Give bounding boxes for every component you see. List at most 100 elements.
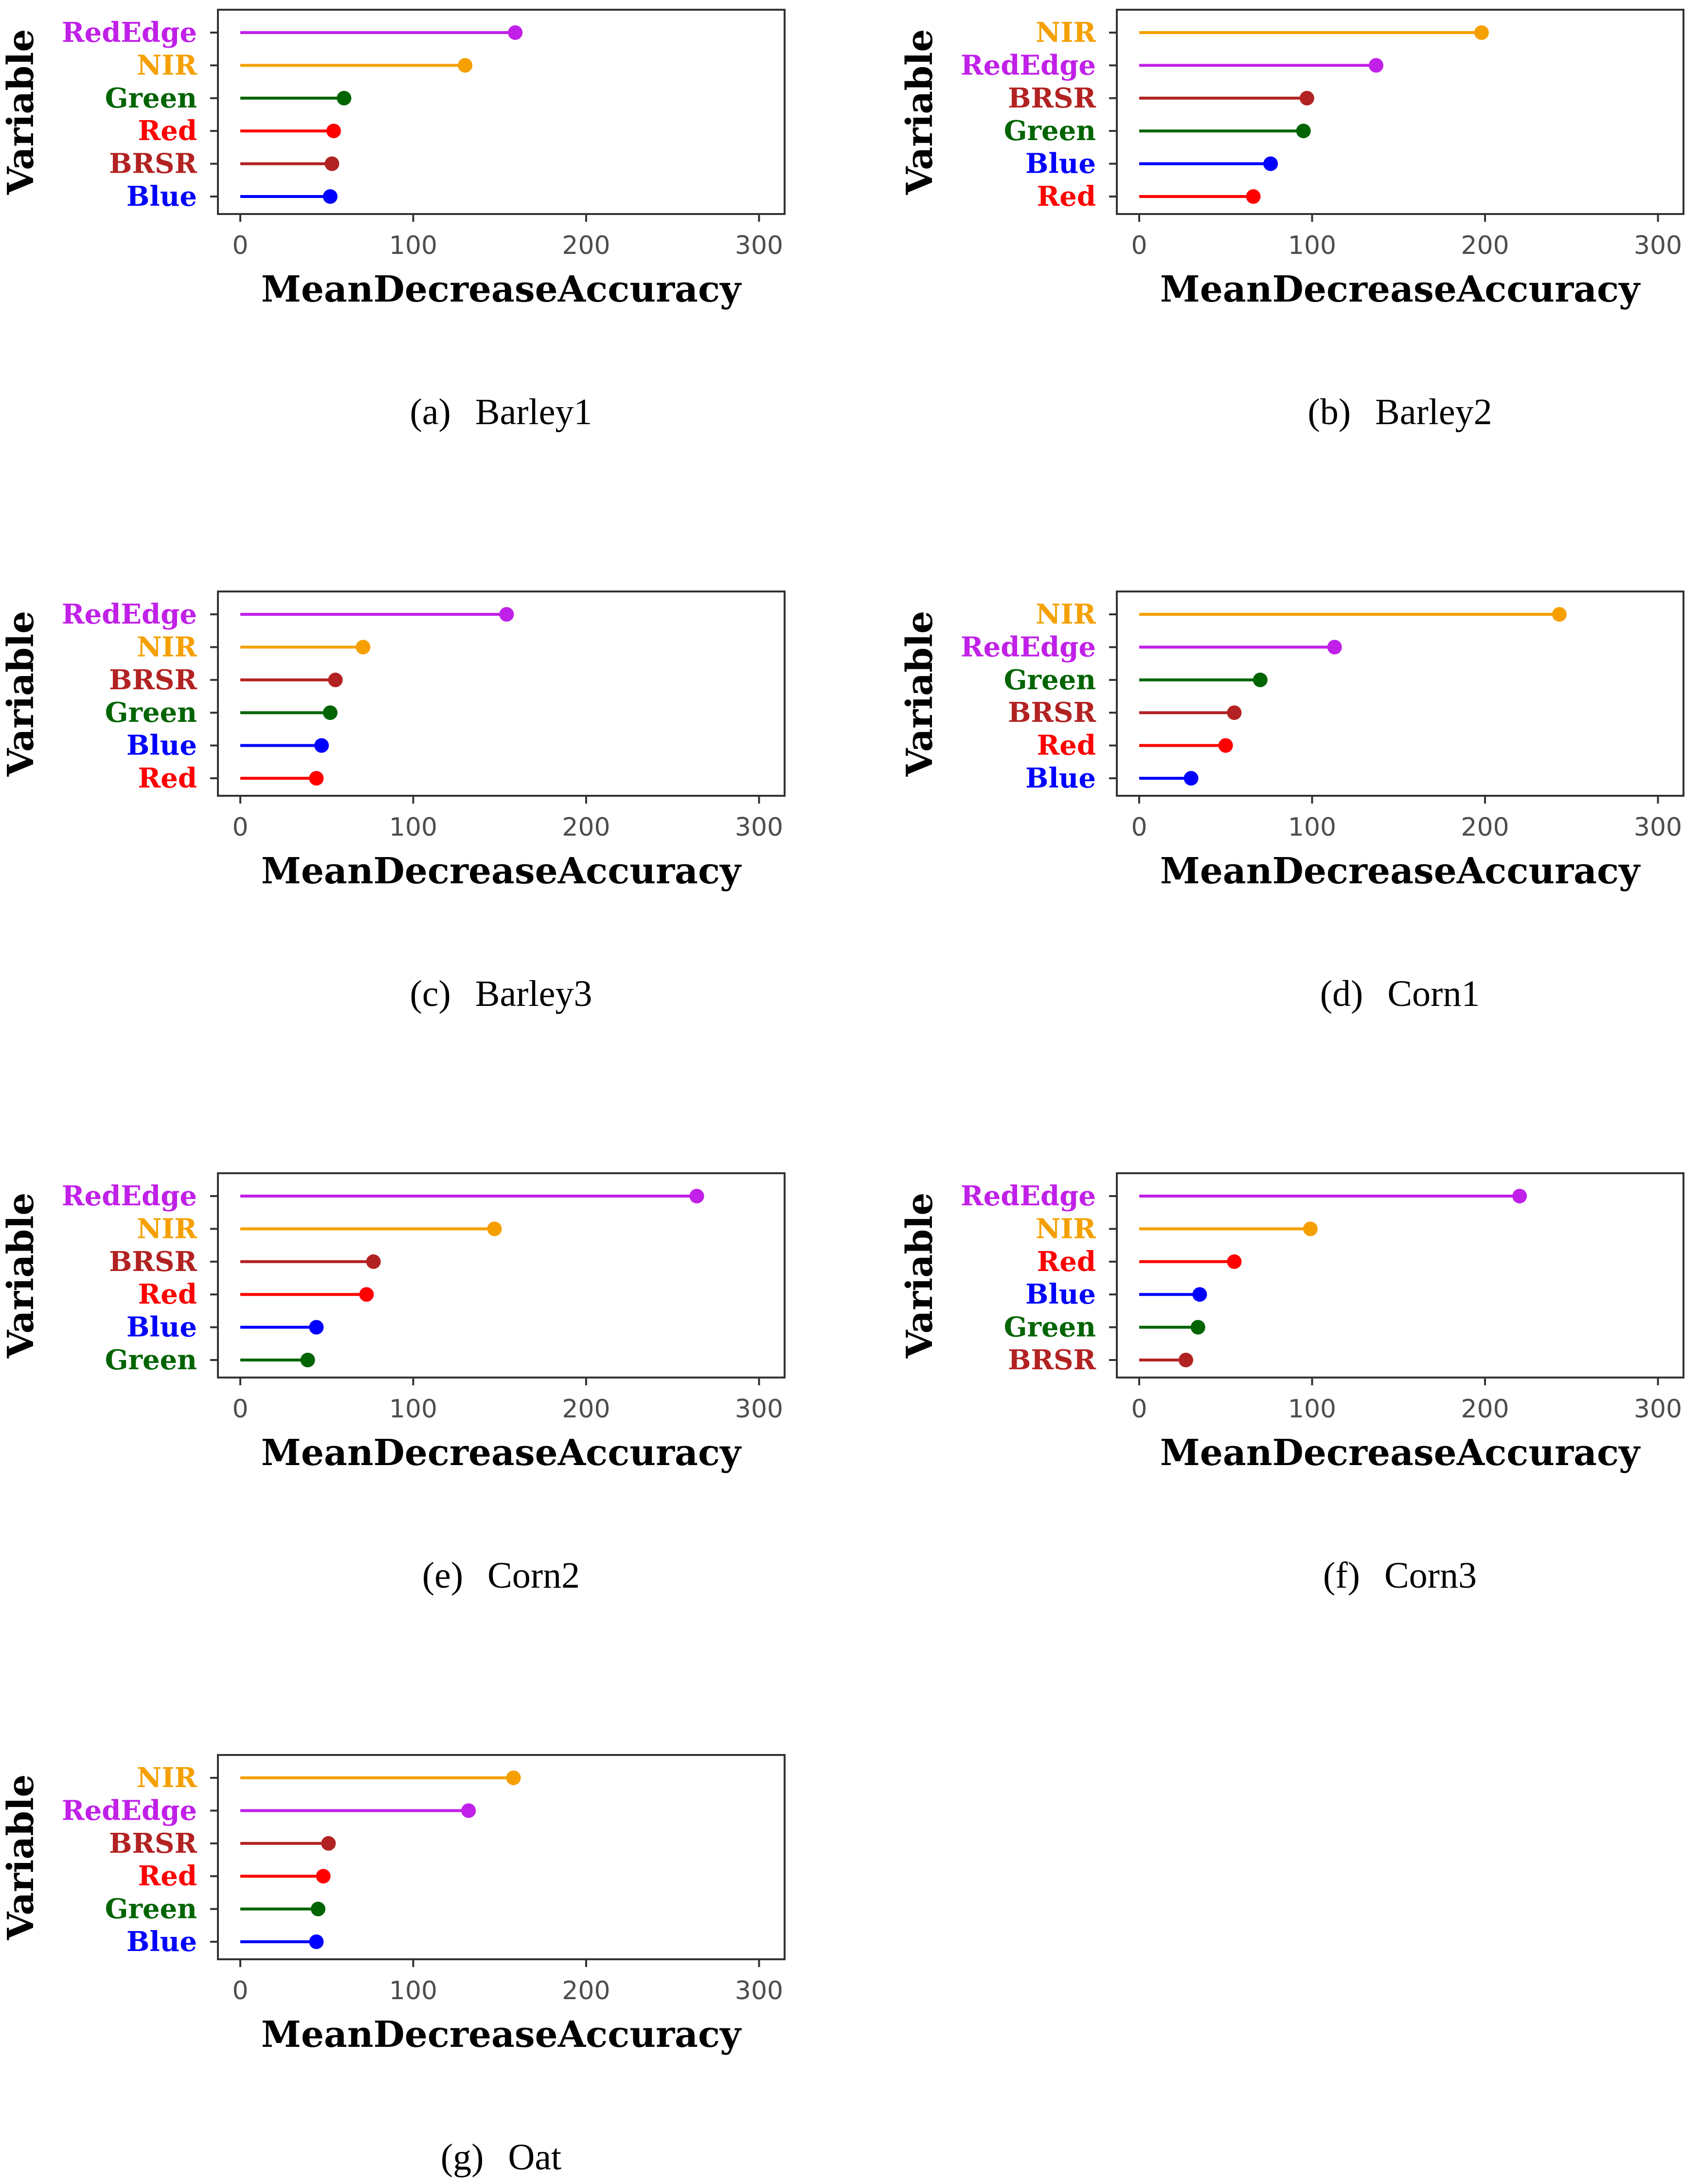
variable-label-red: Red (1037, 1246, 1096, 1278)
x-tick-label: 0 (232, 231, 248, 260)
x-tick-label: 100 (1288, 231, 1336, 260)
lollipop-dot-nir (458, 58, 473, 73)
x-tick-label: 100 (389, 231, 437, 260)
y-axis-title: Variable (899, 1193, 941, 1359)
lollipop-dot-red (326, 124, 341, 139)
x-tick-label: 300 (1634, 1395, 1682, 1424)
x-tick-label: 300 (735, 813, 783, 842)
x-tick-label: 200 (1461, 813, 1509, 842)
panel-border (1116, 591, 1684, 797)
lollipop-dot-nir (356, 640, 371, 655)
variable-label-rededge: RedEdge (62, 1180, 197, 1212)
lollipop-dot-blue (1263, 156, 1278, 171)
lollipop-dot-brsr (321, 1836, 336, 1851)
variable-label-red: Red (138, 762, 197, 794)
x-tick-label: 200 (562, 231, 610, 260)
x-tick-label: 100 (389, 1395, 437, 1424)
lollipop-dot-blue (309, 1934, 324, 1949)
x-tick-label: 300 (735, 1395, 783, 1424)
lollipop-dot-green (322, 705, 338, 720)
panel-caption: (f) Corn3 (1323, 1555, 1477, 1596)
variable-label-blue: Blue (126, 1926, 197, 1958)
lollipop-dot-red (1227, 1254, 1242, 1269)
variable-label-rededge: RedEdge (62, 17, 197, 49)
panel-caption: (a) Barley1 (410, 392, 592, 432)
x-axis-title: MeanDecreaseAccuracy (261, 269, 742, 310)
lollipop-dot-blue (1192, 1287, 1207, 1302)
lollipop-dot-nir (506, 1771, 521, 1785)
variable-label-brsr: BRSR (109, 664, 197, 696)
lollipop-dot-blue (309, 1320, 324, 1335)
y-axis-title: Variable (899, 611, 941, 777)
x-axis-title: MeanDecreaseAccuracy (1160, 269, 1641, 310)
x-tick-label: 0 (1131, 1395, 1147, 1424)
lollipop-dot-rededge (461, 1803, 476, 1818)
panel-letter: (a) (410, 392, 451, 432)
x-tick-label: 0 (232, 1395, 248, 1424)
y-axis-title: Variable (0, 29, 42, 196)
panel-border (1116, 1172, 1684, 1378)
panel-letter: (d) (1320, 973, 1363, 1014)
panel-name: Barley1 (475, 392, 592, 432)
panel-letter: (f) (1323, 1555, 1360, 1596)
lollipop-dot-rededge (508, 25, 523, 40)
lollipop-dot-nir (1474, 25, 1489, 40)
lollipop-dot-brsr (1299, 90, 1314, 106)
y-axis-title: Variable (899, 29, 941, 196)
lollipop-dot-nir (1552, 607, 1567, 622)
x-tick-label: 200 (1461, 231, 1509, 260)
panel-caption: (e) Corn2 (422, 1555, 580, 1596)
panel-border (217, 1754, 786, 1960)
variable-label-blue: Blue (1025, 762, 1096, 794)
x-tick-label: 300 (735, 231, 783, 260)
lollipop-dot-blue (322, 189, 338, 204)
variable-label-rededge: RedEdge (62, 598, 197, 630)
panel-border (217, 9, 786, 215)
variable-label-blue: Blue (126, 1311, 197, 1343)
panel-name: Corn2 (487, 1555, 580, 1596)
y-axis-title: Variable (0, 1193, 42, 1359)
variable-label-green: Green (1004, 1311, 1096, 1343)
x-tick-label: 0 (232, 1976, 248, 2005)
panel-letter: (g) (441, 2137, 484, 2178)
panel-name: Corn1 (1387, 973, 1480, 1014)
panel-caption: (b) Barley2 (1307, 392, 1492, 432)
panel-letter: (b) (1307, 392, 1351, 432)
variable-label-blue: Blue (126, 730, 197, 762)
x-tick-label: 200 (1461, 1395, 1509, 1424)
variable-label-nir: NIR (137, 631, 197, 663)
variable-label-blue: Blue (126, 180, 197, 213)
lollipop-dot-green (1296, 124, 1311, 139)
panel-name: Oat (508, 2137, 561, 2178)
x-axis-title: MeanDecreaseAccuracy (1160, 850, 1641, 892)
variable-label-green: Green (1004, 664, 1096, 696)
lollipop-dot-rededge (1369, 58, 1384, 73)
x-tick-label: 100 (1288, 813, 1336, 842)
x-tick-label: 0 (232, 813, 248, 842)
x-axis-title: MeanDecreaseAccuracy (261, 1432, 742, 1474)
panel-letter: (e) (422, 1555, 463, 1596)
variable-label-rededge: RedEdge (961, 1180, 1096, 1212)
y-axis-title: Variable (0, 611, 42, 777)
variable-label-rededge: RedEdge (961, 631, 1096, 663)
x-axis-title: MeanDecreaseAccuracy (261, 2014, 742, 2056)
variable-label-red: Red (1037, 180, 1096, 213)
lollipop-dot-rededge (499, 607, 514, 622)
x-axis-title: MeanDecreaseAccuracy (261, 850, 742, 892)
x-tick-label: 300 (1634, 231, 1682, 260)
panel-caption: (c) Barley3 (410, 973, 592, 1014)
variable-label-brsr: BRSR (109, 148, 197, 180)
panel-letter: (c) (410, 973, 451, 1014)
x-tick-label: 0 (1131, 813, 1147, 842)
lollipop-dot-brsr (1178, 1353, 1193, 1367)
variable-label-brsr: BRSR (109, 1827, 197, 1860)
lollipop-dot-brsr (324, 156, 340, 171)
lollipop-dot-red (359, 1287, 374, 1302)
lollipop-dot-red (309, 771, 324, 786)
lollipop-dot-blue (314, 738, 329, 753)
variable-label-green: Green (105, 82, 197, 114)
